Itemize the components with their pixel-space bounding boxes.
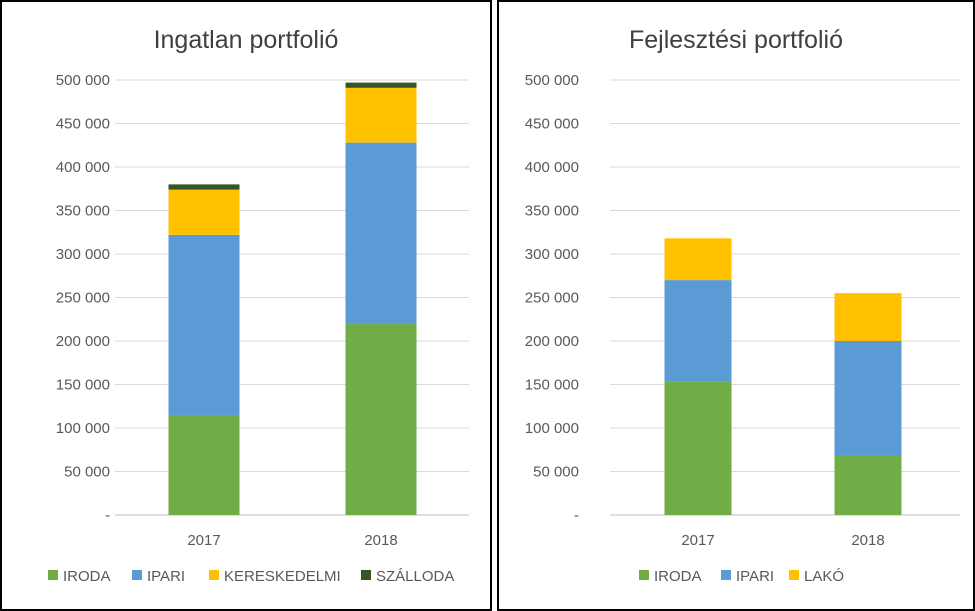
fejlesztesi-portfolio-panel: Fejlesztési portfolió - 50 000 100 000 150 … [497, 0, 975, 611]
legend-swatch-lakó [789, 570, 799, 580]
legend-label-szálloda: SZÁLLODA [376, 568, 454, 585]
legend-label-lakó: LAKÓ [804, 568, 844, 585]
y-tick-label: - [574, 507, 579, 524]
chart-title: Fejlesztési portfolió [629, 26, 843, 54]
y-tick-label: 150 000 [525, 377, 579, 394]
y-tick-label: 150 000 [56, 377, 110, 394]
y-tick-label: 350 000 [525, 203, 579, 220]
y-tick-label: 250 000 [56, 290, 110, 307]
y-tick-label: 200 000 [525, 333, 579, 350]
legend-label-ipari: IPARI [147, 568, 185, 585]
x-tick-label: 2017 [681, 532, 714, 549]
legend-label-iroda: IRODA [654, 568, 702, 585]
legend-label-iroda: IRODA [63, 568, 111, 585]
y-tick-label: 350 000 [56, 203, 110, 220]
y-tick-label: 250 000 [525, 290, 579, 307]
chart-title: Ingatlan portfolió [154, 26, 339, 54]
y-tick-label: 500 000 [56, 72, 110, 89]
bar-ipari-2017 [168, 234, 240, 415]
legend-swatch-kereskedelmi [209, 570, 219, 580]
legend-swatch-szálloda [361, 570, 371, 580]
legend-label-kereskedelmi: KERESKEDELMI [224, 568, 341, 585]
fejlesztesi-portfolio-chart: Fejlesztési portfolió - 50 000 100 000 150 … [525, 26, 960, 585]
bar-iroda-2017 [664, 381, 732, 515]
y-tick-label: 300 000 [525, 246, 579, 263]
legend-swatch-ipari [721, 570, 731, 580]
legend-swatch-iroda [48, 570, 58, 580]
ingatlan-portfolio-chart: Ingatlan portfolió - 50 000 100 000 150 000… [48, 26, 469, 585]
bar-szálloda-2018 [345, 82, 417, 88]
x-tick-label: 2017 [187, 532, 220, 549]
y-tick-label: - [105, 507, 110, 524]
legend-label-ipari: IPARI [736, 568, 774, 585]
bar-iroda-2018 [345, 323, 417, 515]
y-tick-label: 100 000 [56, 420, 110, 437]
y-tick-label: 500 000 [525, 72, 579, 89]
y-tick-label: 450 000 [525, 116, 579, 133]
legend-swatch-iroda [639, 570, 649, 580]
y-tick-label: 200 000 [56, 333, 110, 350]
y-tick-label: 400 000 [525, 159, 579, 176]
y-tick-label: 50 000 [64, 464, 110, 481]
y-tick-label: 50 000 [533, 464, 579, 481]
bar-kereskedelmi-2017 [168, 189, 240, 235]
y-tick-label: 300 000 [56, 246, 110, 263]
y-tick-label: 400 000 [56, 159, 110, 176]
bar-ipari-2018 [834, 341, 902, 455]
y-tick-label: 450 000 [56, 116, 110, 133]
legend-swatch-ipari [132, 570, 142, 580]
bar-szálloda-2017 [168, 184, 240, 190]
bar-ipari-2017 [664, 280, 732, 382]
ingatlan-portfolio-panel: Ingatlan portfolió - 50 000 100 000 150 000… [0, 0, 492, 611]
bar-ipari-2018 [345, 142, 417, 324]
bar-iroda-2018 [834, 454, 902, 515]
bar-lakó-2018 [834, 293, 902, 341]
y-tick-label: 100 000 [525, 420, 579, 437]
bar-kereskedelmi-2018 [345, 87, 417, 143]
x-tick-label: 2018 [364, 532, 397, 549]
bar-iroda-2017 [168, 414, 240, 515]
bar-lakó-2017 [664, 238, 732, 281]
x-tick-label: 2018 [851, 532, 884, 549]
